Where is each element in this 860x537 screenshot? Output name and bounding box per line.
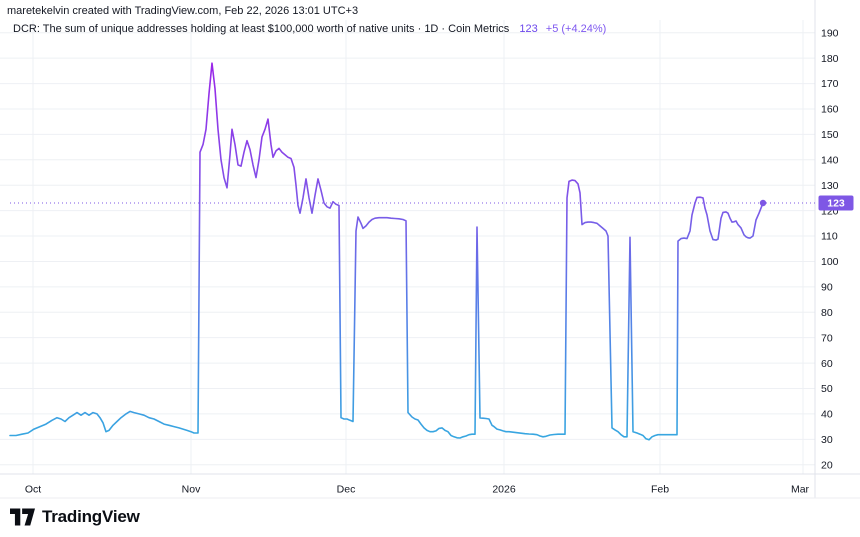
grid [0,20,815,474]
price-axis[interactable]: 1901801701601501401301201101009080706050… [821,27,839,471]
svg-text:90: 90 [821,282,833,294]
time-axis[interactable]: Oct Nov Dec 2026 Feb Mar [25,484,810,496]
svg-text:Nov: Nov [182,484,201,496]
last-price-label: 123 [818,195,854,211]
last-point-marker [759,199,767,207]
price-chart[interactable]: 1901801701601501401301201101009080706050… [0,0,860,505]
svg-text:160: 160 [821,104,839,116]
svg-text:Dec: Dec [337,484,356,496]
svg-text:150: 150 [821,129,839,141]
svg-text:Oct: Oct [25,484,41,496]
svg-text:60: 60 [821,358,833,370]
tradingview-logo[interactable]: TradingView [10,507,140,527]
legend: DCR: The sum of unique addresses holding… [13,23,606,35]
svg-text:110: 110 [821,231,838,243]
svg-text:100: 100 [821,256,839,268]
tradingview-logo-text: TradingView [42,507,140,526]
svg-text:123: 123 [827,198,845,210]
svg-text:40: 40 [821,409,833,421]
svg-text:140: 140 [821,154,839,166]
svg-text:180: 180 [821,53,839,65]
svg-text:2026: 2026 [492,484,516,496]
attribution-text: maretekelvin created with TradingView.co… [7,5,359,17]
svg-text:50: 50 [821,383,833,395]
svg-text:Mar: Mar [791,484,810,496]
svg-text:190: 190 [821,27,839,39]
svg-text:70: 70 [821,332,833,344]
legend-last-value: 123 [519,23,538,35]
svg-text:80: 80 [821,307,833,319]
legend-change: +5 (+4.24%) [545,23,607,35]
svg-text:Feb: Feb [651,484,669,496]
svg-text:130: 130 [821,180,839,192]
svg-text:170: 170 [821,78,839,90]
price-line-series [9,62,764,441]
svg-text:30: 30 [821,434,833,446]
legend-title[interactable]: DCR: The sum of unique addresses holding… [13,23,510,35]
tradingview-logo-icon [10,508,35,526]
svg-text:20: 20 [821,459,833,471]
